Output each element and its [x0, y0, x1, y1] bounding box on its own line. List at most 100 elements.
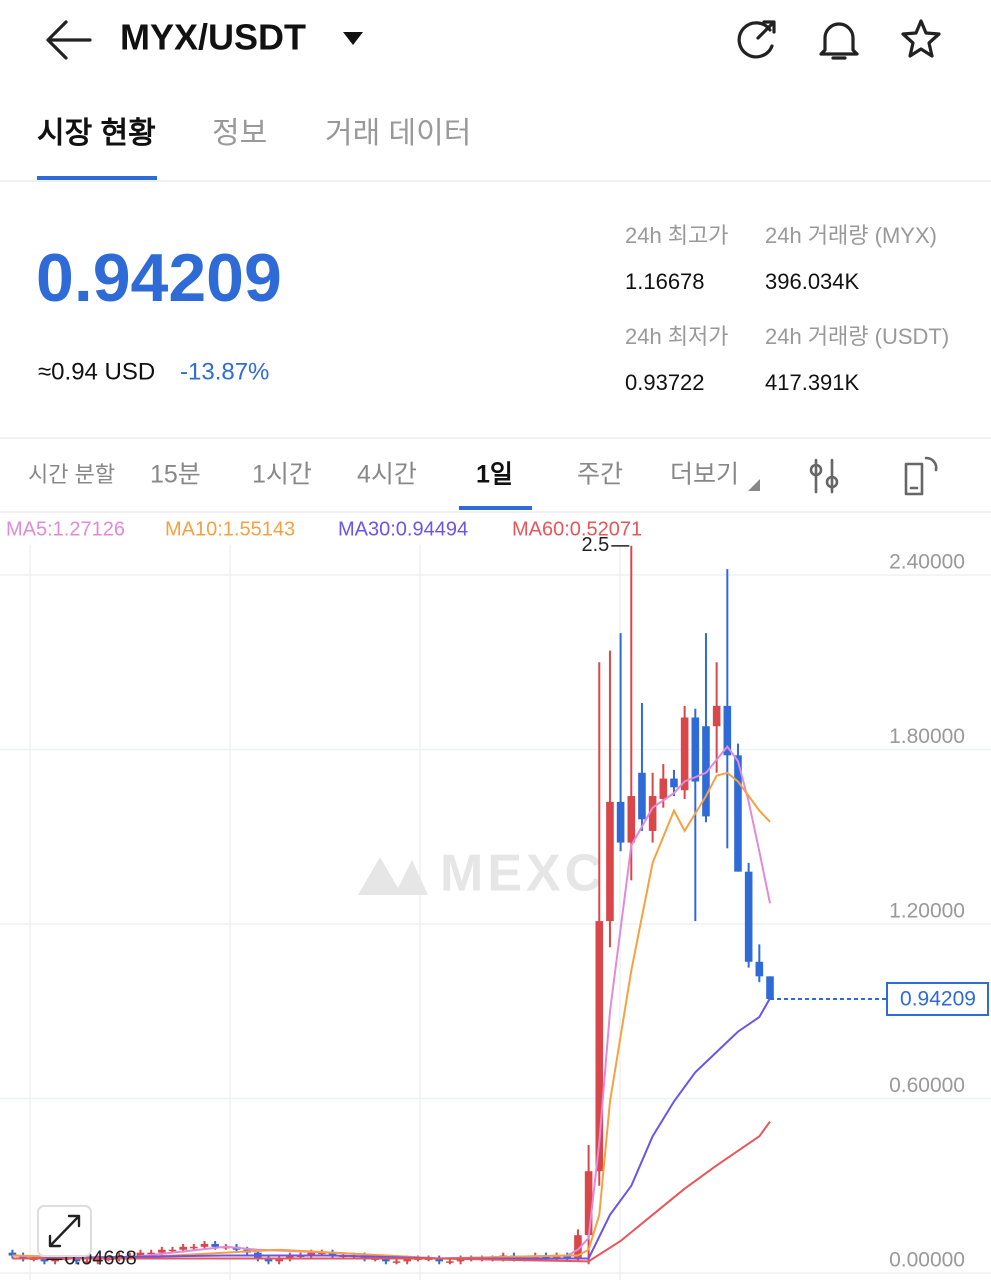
ma-line [12, 997, 771, 1260]
share-button[interactable] [737, 20, 776, 59]
pair-dropdown[interactable] [343, 32, 363, 45]
favorite-button[interactable] [901, 19, 941, 58]
ma-line [12, 1121, 771, 1263]
tab-underline [37, 176, 157, 181]
timeframe-tab[interactable]: 1일 [476, 461, 513, 489]
ma-label: MA10:1.55143 [165, 518, 295, 540]
candle-body [734, 755, 742, 872]
tab[interactable]: 거래 데이터 [325, 117, 471, 150]
indicator-settings[interactable] [809, 458, 839, 494]
timeframe-tab[interactable]: 주간 [577, 461, 623, 489]
candle-body [328, 1252, 337, 1256]
candle-body [680, 717, 689, 791]
ma-label: MA5:1.27126 [6, 518, 125, 540]
candle-body [648, 796, 657, 831]
back-button[interactable] [46, 20, 92, 60]
star-icon [901, 19, 941, 58]
timeframe-underline [459, 506, 532, 510]
candle-body [606, 801, 614, 922]
stat-label: 24h 거래량 (USDT) [765, 324, 949, 349]
candle-body [190, 1246, 198, 1249]
candle-body [563, 1255, 572, 1259]
tab[interactable]: 정보 [212, 117, 267, 150]
candle-body [659, 778, 668, 799]
candle-body [8, 1252, 17, 1256]
candle-body [542, 1255, 550, 1259]
candle-body [72, 1258, 81, 1262]
candle-body [670, 778, 678, 788]
candle-body [275, 1258, 283, 1262]
ma-line [12, 771, 771, 1260]
candle-body [392, 1261, 401, 1263]
y-tick-label: 1.20000 [889, 900, 965, 923]
stat-value: 1.16678 [625, 269, 705, 294]
alert-button[interactable] [819, 22, 859, 60]
candle-body [318, 1252, 326, 1255]
timeframe-tab[interactable]: 1시간 [252, 461, 312, 489]
ma-label: MA30:0.94494 [338, 518, 468, 540]
last-price-label: 0.94209 [900, 988, 976, 1011]
candle-body [584, 1171, 593, 1236]
more-caret [748, 479, 760, 491]
candle-body [200, 1243, 209, 1247]
candle-body [286, 1255, 294, 1259]
stat-label: 24h 최저가 [625, 324, 729, 349]
last-price: 0.94209 [36, 240, 282, 316]
price-change: -13.87% [180, 358, 269, 385]
candle-body [179, 1246, 187, 1250]
candle-body [403, 1258, 412, 1262]
candle-body [93, 1258, 102, 1262]
stat-value: 417.391K [765, 370, 860, 395]
candle-body [147, 1252, 155, 1255]
candle-body [627, 796, 636, 843]
tab[interactable]: 시장 현황 [37, 117, 156, 150]
candle-body [435, 1258, 444, 1262]
last-price-tag [886, 982, 989, 1017]
expand-icon [48, 1214, 81, 1248]
candle-body [766, 976, 774, 1000]
candle-body [616, 801, 625, 843]
timeframe-tab[interactable]: 15분 [150, 461, 201, 489]
y-tick-label: 0.00000 [889, 1249, 965, 1272]
candle-body [574, 1235, 582, 1259]
expand-button[interactable] [37, 1205, 92, 1257]
y-tick-label: 0.60000 [889, 1074, 965, 1097]
candle-body [446, 1261, 454, 1263]
candle-body [168, 1249, 177, 1252]
rotate-button[interactable] [904, 456, 938, 496]
bell-icon [819, 22, 859, 60]
ma-label: MA60:0.52071 [512, 518, 642, 540]
timeframe-tab[interactable]: 더보기 [670, 461, 739, 489]
watermark-logo [358, 857, 428, 895]
candle-body [712, 705, 721, 727]
candle-body [552, 1255, 561, 1259]
candle-body [723, 705, 732, 756]
stat-value: 396.034K [765, 269, 860, 294]
plot: 0.00000 0.60000 1.20000 1.80000 2.40000 0.942… [0, 534, 991, 1274]
share-icon [737, 20, 776, 59]
settings-icon [809, 458, 839, 494]
candle-body [595, 921, 604, 1172]
max-label: 2.5 [581, 534, 609, 556]
candle-body [136, 1252, 145, 1256]
pair-title[interactable]: MYX/USDT [120, 17, 306, 58]
candle-body [744, 871, 753, 962]
candle-body [264, 1258, 273, 1262]
candle-body [691, 717, 700, 782]
y-tick-label: 1.80000 [889, 725, 965, 748]
timeframe-tab[interactable]: 4시간 [357, 461, 417, 489]
candle-body [158, 1249, 166, 1253]
usd-price: ≈0.94 USD [38, 358, 155, 385]
candle-body [755, 961, 764, 977]
candle-body [382, 1258, 390, 1262]
rotate-icon [904, 456, 938, 496]
watermark: MEXC [440, 845, 606, 903]
candle-body [638, 772, 646, 820]
stat-label: 24h 최고가 [625, 223, 729, 248]
timeframe-tab[interactable]: 시간 분할 [28, 462, 115, 487]
candle-body [307, 1252, 315, 1256]
candle-body [83, 1261, 91, 1263]
back-icon [46, 20, 92, 60]
